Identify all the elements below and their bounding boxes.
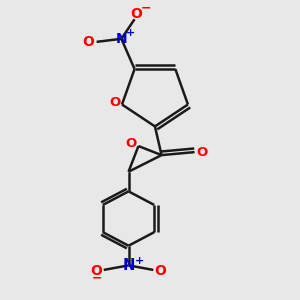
Text: O: O (82, 35, 94, 49)
Text: O: O (196, 146, 208, 159)
Text: O: O (154, 264, 166, 278)
Text: O: O (109, 97, 120, 110)
Text: O: O (130, 7, 142, 21)
Text: N: N (116, 32, 127, 46)
Text: N: N (122, 258, 135, 273)
Text: −: − (140, 1, 151, 14)
Text: O: O (91, 264, 102, 278)
Text: O: O (126, 137, 137, 150)
Text: −: − (91, 272, 102, 285)
Text: +: + (134, 256, 144, 266)
Text: +: + (126, 28, 135, 38)
